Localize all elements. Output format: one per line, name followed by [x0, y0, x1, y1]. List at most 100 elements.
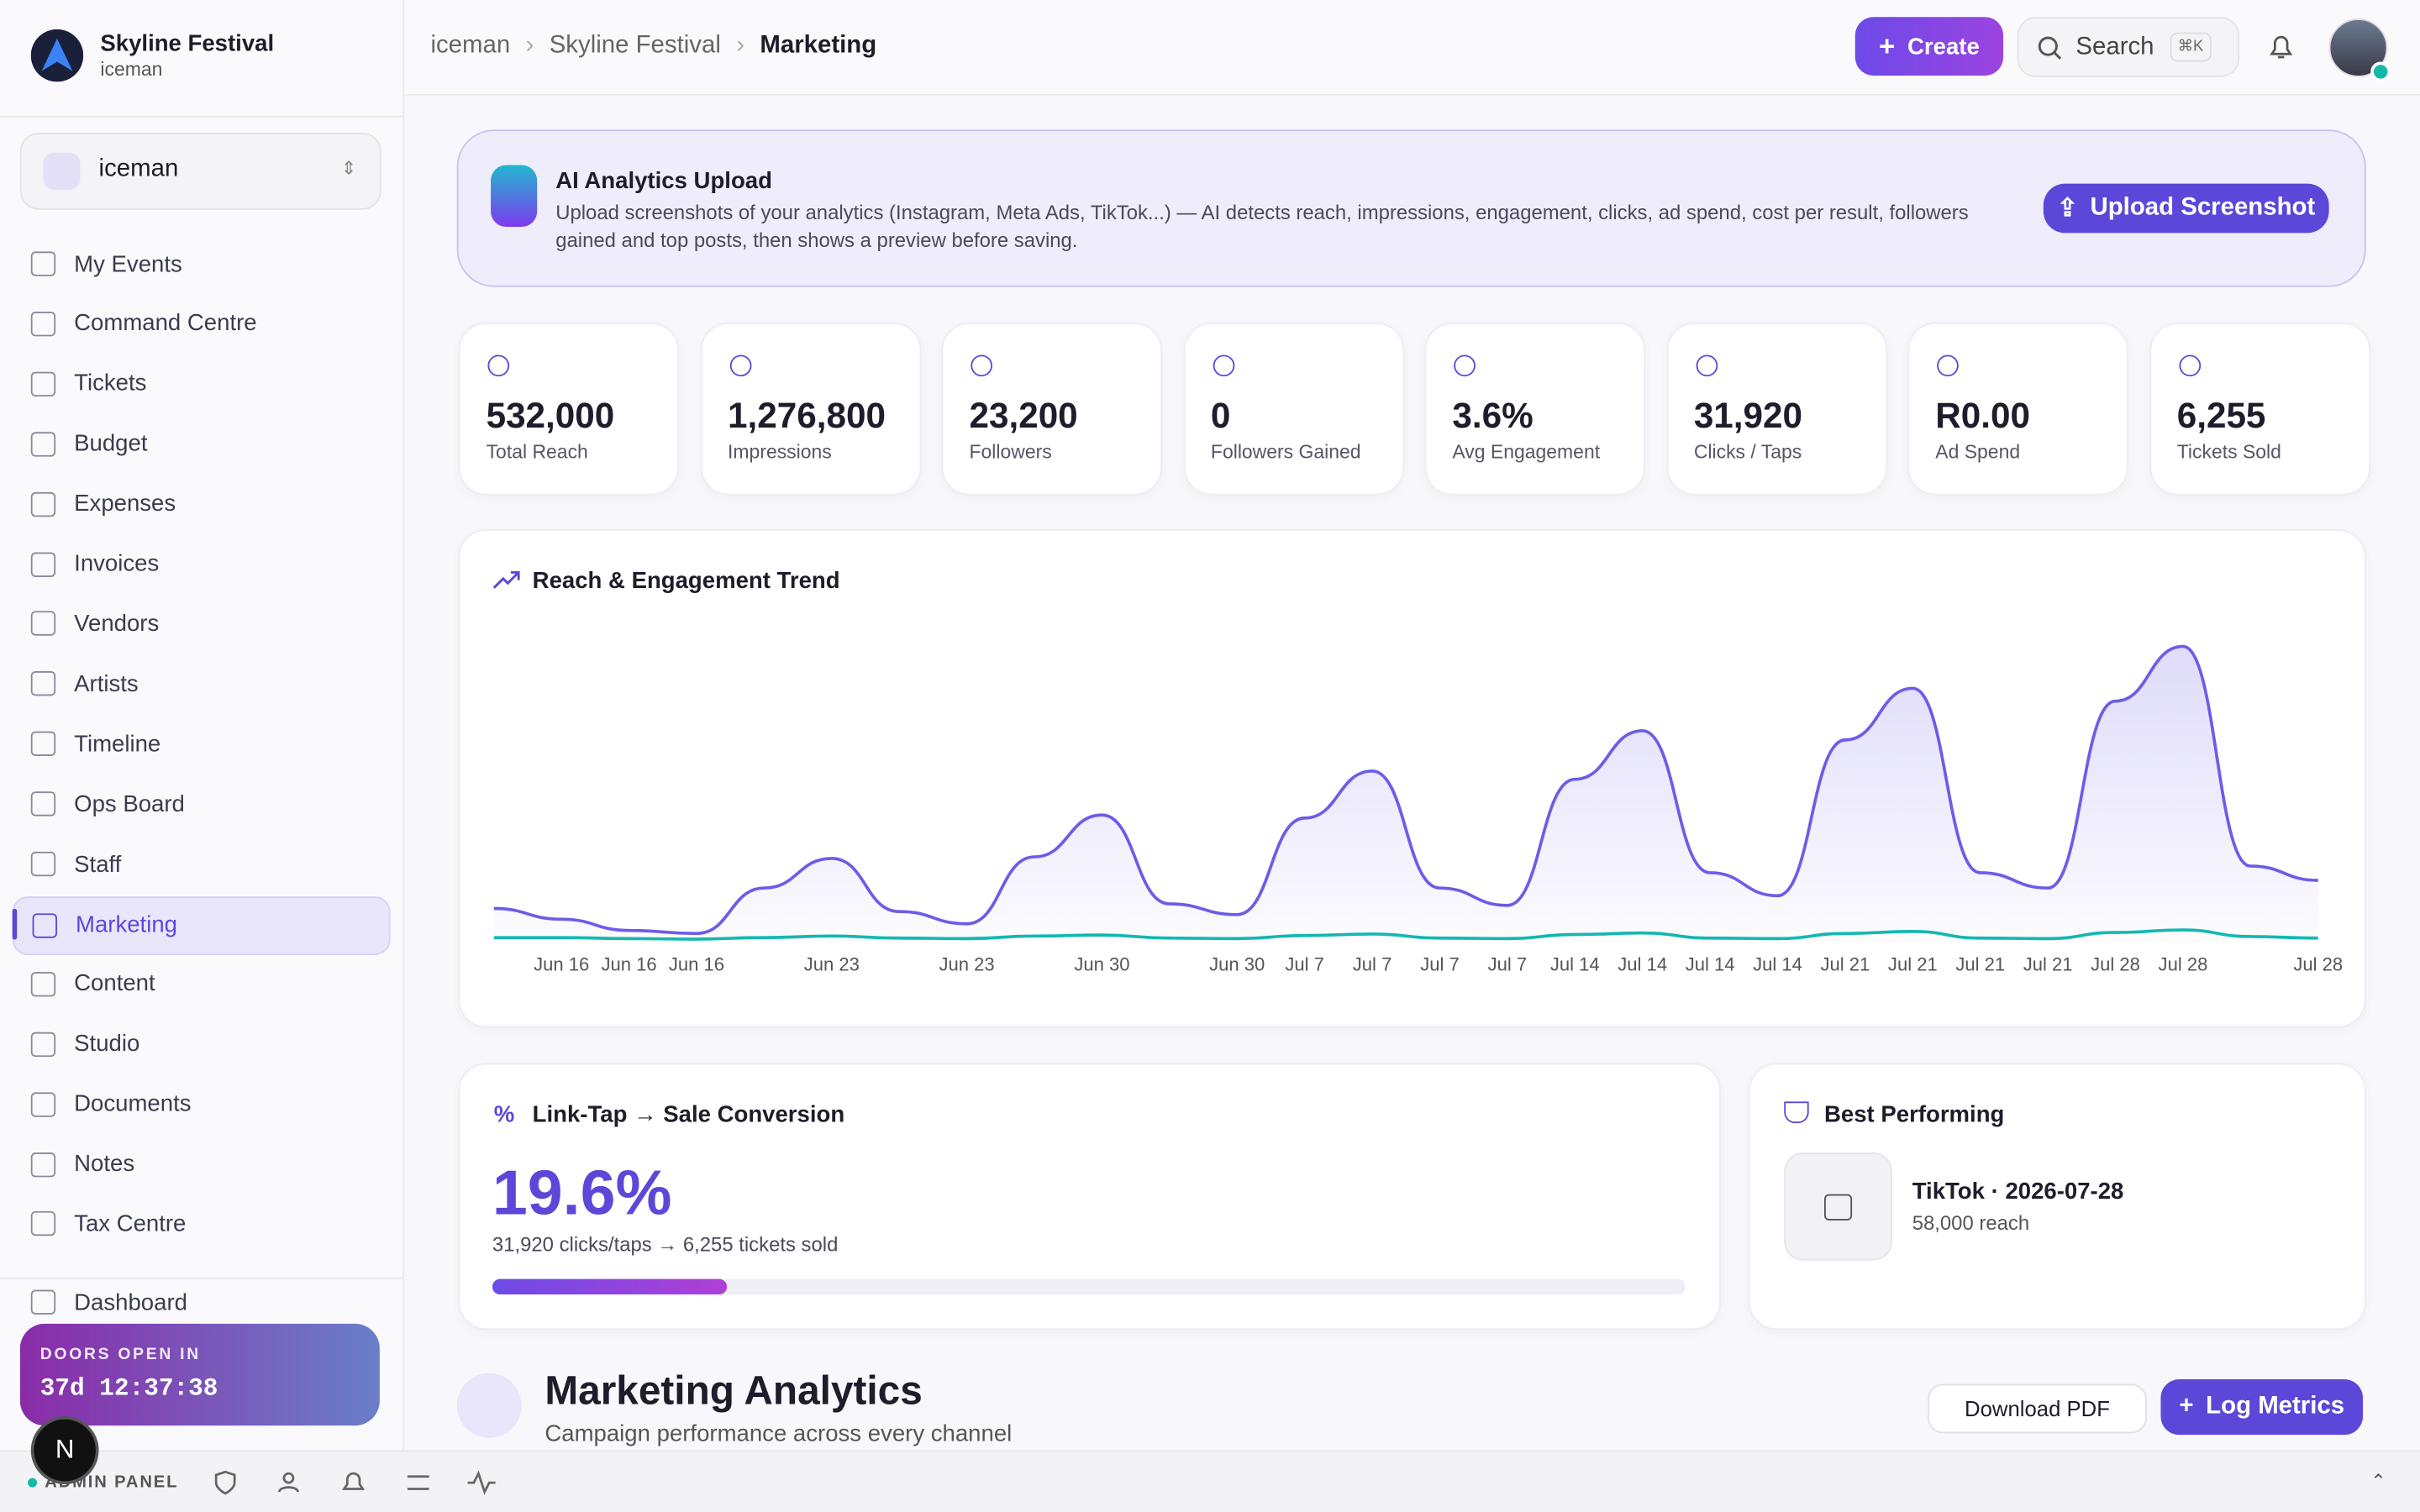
stat-label: Total Reach	[486, 441, 588, 464]
analytics-subtitle: Campaign performance across every channe…	[544, 1420, 1013, 1447]
stat-value: 532,000	[486, 395, 615, 435]
nav-label: Documents	[74, 1090, 192, 1117]
stat-card: 6,255 Tickets Sold	[2149, 322, 2370, 496]
nav-item[interactable]: Content	[13, 956, 387, 1011]
stat-value: 1,276,800	[728, 395, 886, 435]
conversion-rate: 19.6%	[492, 1157, 672, 1229]
search[interactable]: Search ⌘K	[2017, 17, 2240, 77]
nav-item[interactable]: Tickets	[13, 356, 387, 412]
active-indicator	[12, 908, 18, 940]
nav-icon	[30, 1211, 56, 1236]
nav-icon	[30, 1091, 56, 1117]
conversion-title: Link-Tap → Sale Conversion	[532, 1101, 845, 1128]
stat-icon	[971, 354, 993, 377]
stat-label: Ad Spend	[1935, 441, 2021, 464]
x-tick-label: Jul 14	[1753, 953, 1802, 974]
trend-chart: Jun 16 Jun 16 Jun 16 Jun 23 Jun 23 Jun 30 Jun …	[493, 644, 2343, 974]
nav-icon	[30, 251, 56, 276]
nav-item[interactable]: Staff	[13, 837, 387, 892]
progress-bar	[492, 1278, 727, 1295]
stat-value: R0.00	[1935, 395, 2030, 435]
stat-label: Avg Engagement	[1452, 441, 1601, 464]
stat-value: 23,200	[969, 395, 1078, 435]
search-label: Search	[2075, 34, 2154, 60]
nav-item[interactable]: Studio	[13, 1016, 387, 1072]
nav-item[interactable]: Notes	[13, 1137, 387, 1192]
nav-item[interactable]: My Events	[13, 236, 387, 291]
progress-track	[492, 1278, 1686, 1295]
nav-icon	[30, 431, 56, 457]
nav-label: Studio	[74, 1031, 140, 1058]
nav-label: Vendors	[74, 611, 160, 638]
breadcrumb[interactable]: Skyline Festival	[549, 32, 721, 59]
nav-label: Budget	[74, 430, 148, 458]
avatar-badge[interactable]: N	[30, 1416, 99, 1484]
nav-item[interactable]: Tax Centre	[13, 1196, 387, 1252]
nav-icon	[30, 311, 56, 337]
stat-card: 0 Followers Gained	[1182, 322, 1404, 496]
analytics-title: Marketing Analytics	[544, 1367, 923, 1414]
stat-card: 3.6% Avg Engagement	[1424, 322, 1645, 496]
stat-card: 532,000 Total Reach	[458, 322, 680, 496]
analytics-icon	[456, 1373, 522, 1438]
area-fill	[493, 646, 2318, 943]
best-name: TikTok · 2026-07-28	[1912, 1179, 2124, 1205]
nav-item[interactable]: Timeline	[13, 717, 387, 772]
stat-icon	[1454, 354, 1476, 377]
create-label: Create	[1907, 33, 1980, 60]
stat-icon	[2178, 354, 2201, 377]
nav-item[interactable]: Documents	[13, 1076, 387, 1131]
log-button[interactable]: + Log Metrics	[2160, 1379, 2364, 1436]
nav-label: Timeline	[74, 731, 161, 758]
nav-label: Ops Board	[74, 790, 185, 817]
nav-label: Invoices	[74, 550, 160, 577]
x-tick-label: Jul 14	[1550, 953, 1600, 974]
nav-icon	[32, 913, 57, 938]
stat-card: 1,276,800 Impressions	[699, 322, 921, 496]
breadcrumbs: iceman › Skyline Festival › Marketing	[430, 32, 877, 59]
nav-label: Command Centre	[74, 310, 257, 338]
stat-value: 0	[1210, 395, 1231, 435]
x-tick-label: Jun 16	[534, 953, 589, 974]
nav: My Events Command Centre Tickets Budget Expe…	[0, 0, 402, 1278]
nav-label: Notes	[74, 1151, 135, 1178]
series-line	[493, 644, 2318, 936]
nav-item[interactable]: Marketing	[12, 895, 391, 955]
notifications[interactable]	[2267, 33, 2295, 62]
best-reach: 58,000 reach	[1912, 1210, 2030, 1235]
nav-item[interactable]: Dashboard	[74, 1289, 187, 1315]
stat-icon	[1937, 354, 1959, 377]
stat-label: Clicks / Taps	[1693, 441, 1802, 464]
stat-label: Followers	[969, 441, 1052, 464]
conversion-card: % Link-Tap → Sale Conversion 19.6% 31,92…	[458, 1063, 1721, 1331]
nav-item[interactable]: Artists	[13, 656, 387, 711]
nav-item[interactable]: Expenses	[13, 476, 387, 532]
stat-value: 31,920	[1693, 395, 1803, 435]
nav-item[interactable]: Invoices	[13, 536, 387, 591]
nav-label: Content	[74, 970, 155, 998]
nav-item[interactable]: Ops Board	[13, 776, 387, 832]
banner-title: AI Analytics Upload	[555, 168, 772, 195]
countdown-time: 37d 12:37:38	[39, 1374, 218, 1403]
ai-upload-banner: AI Analytics Upload Upload screenshots o…	[456, 129, 2366, 287]
create-button[interactable]: + Create	[1854, 17, 2004, 76]
x-tick-label: Jul 28	[2091, 953, 2140, 974]
series-line	[493, 928, 2318, 941]
nav-label: Tickets	[74, 370, 147, 397]
nav-icon	[30, 731, 56, 757]
countdown-label: DOORS OPEN IN	[39, 1345, 201, 1364]
x-tick-label: Jun 16	[601, 953, 656, 974]
x-tick-label: Jul 28	[2159, 953, 2208, 974]
upload-button[interactable]: ⇪ Upload Screenshot	[2043, 183, 2329, 234]
nav-item[interactable]: Vendors	[13, 596, 387, 652]
shortcut: ⌘K	[2170, 32, 2212, 62]
download-button[interactable]: Download PDF	[1928, 1383, 2147, 1434]
breadcrumb[interactable]: iceman	[430, 32, 511, 59]
upload-label: Upload Screenshot	[2090, 194, 2316, 221]
workspace-switcher[interactable]: iceman ⇕	[19, 132, 381, 210]
stat-icon	[729, 354, 751, 377]
nav-item[interactable]: Command Centre	[13, 296, 387, 351]
conversion-detail: 31,920 clicks/taps → 6,255 tickets sold	[492, 1232, 839, 1257]
nav-item[interactable]: Budget	[13, 416, 387, 471]
